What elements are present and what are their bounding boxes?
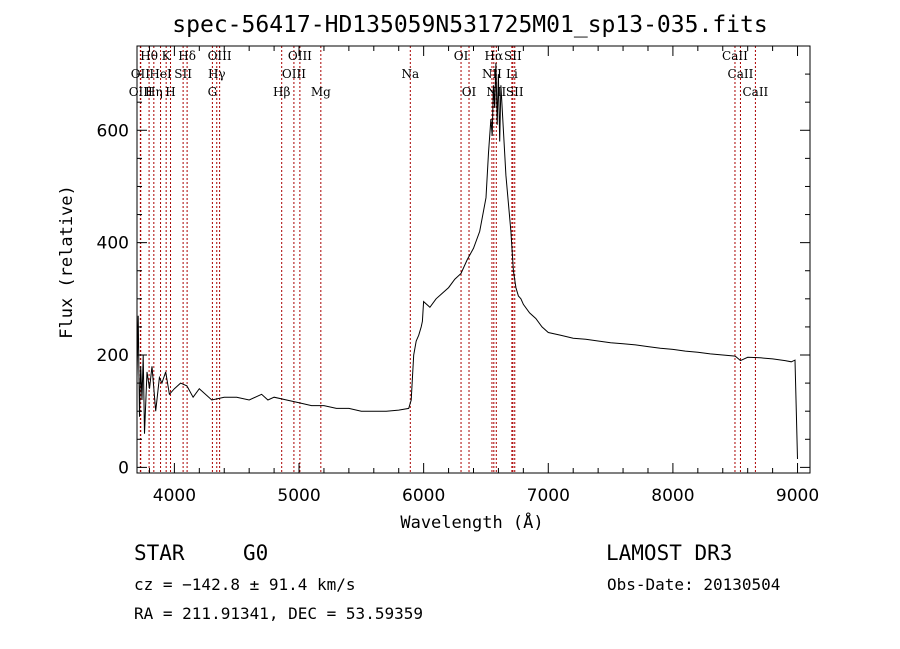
x-tick-label-8000: 8000: [651, 486, 694, 506]
spectral-line-label-24: SII: [506, 85, 524, 99]
spectral-line-label-8: Hδ: [178, 49, 196, 63]
plot-frame: [136, 45, 811, 474]
x-tick-label-5000: 5000: [277, 486, 320, 506]
spectral-line-label-5: HeI: [149, 67, 172, 81]
spectrum-series-line: [136, 62, 798, 460]
redshift-cz: cz = −142.8 ± 91.4 km/s: [134, 575, 356, 594]
spectral-line-label-17: OI: [454, 49, 469, 63]
spectral-line-label-18: OI: [462, 85, 477, 99]
spectral-line-label-7: H: [165, 85, 175, 99]
spectral-line-label-0: Hθ: [140, 49, 158, 63]
y-tick-label-400: 400: [97, 234, 129, 254]
spectral-line-label-14: Hβ: [273, 85, 290, 99]
y-tick-label-600: 600: [97, 121, 129, 141]
x-tick-label-9000: 9000: [776, 486, 819, 506]
x-tick-label-4000: 4000: [153, 486, 196, 506]
observation-date: Obs-Date: 20130504: [607, 575, 781, 594]
coordinates: RA = 211.91341, DEC = 53.59359: [134, 604, 423, 623]
spectral-line-label-10: Hγ: [208, 67, 226, 81]
survey-name: LAMOST DR3: [606, 541, 733, 565]
spectral-line-label-3: Hη: [145, 85, 163, 99]
spectral-line-label-25: CaII: [722, 49, 748, 63]
chart-title: spec-56417-HD135059N531725M01_sp13-035.f…: [172, 12, 767, 38]
spectral-line-label-20: SII: [504, 49, 522, 63]
x-tick-label-7000: 7000: [527, 486, 570, 506]
spectral-line-label-16: Na: [401, 67, 419, 81]
object-class: STAR: [134, 541, 185, 565]
spectral-line-label-19: Hα: [485, 49, 504, 63]
spectral-line-label-11: G: [208, 85, 218, 99]
spectral-line-label-22: Li: [506, 67, 518, 81]
spectral-line-label-27: CaII: [742, 85, 768, 99]
spectral-line-label-9: OIII: [208, 49, 232, 63]
y-tick-label-200: 200: [97, 346, 129, 366]
spectral-line-label-12: OIII: [288, 49, 312, 63]
spectral-line-label-2: OIII: [129, 85, 153, 99]
spectral-line-label-13: OIII: [282, 67, 306, 81]
x-tick-label-6000: 6000: [402, 486, 445, 506]
object-subclass: G0: [243, 541, 269, 565]
y-tick-label-0: 0: [118, 458, 129, 478]
spectral-line-label-6: SII: [174, 67, 192, 81]
spectral-line-markers: [139, 46, 756, 473]
axis-ticks: 4000 5000 6000 7000 8000 9000 0 200 400 600: [97, 46, 819, 506]
spectral-line-label-21: NII: [482, 67, 502, 81]
spectral-line-label-4: K: [162, 49, 172, 63]
spectral-line-label-15: Mg: [311, 85, 331, 99]
y-axis-label: Flux (relative): [57, 185, 77, 339]
x-axis-label: Wavelength (Å): [400, 511, 543, 533]
spectral-line-label-26: CaII: [728, 67, 754, 81]
